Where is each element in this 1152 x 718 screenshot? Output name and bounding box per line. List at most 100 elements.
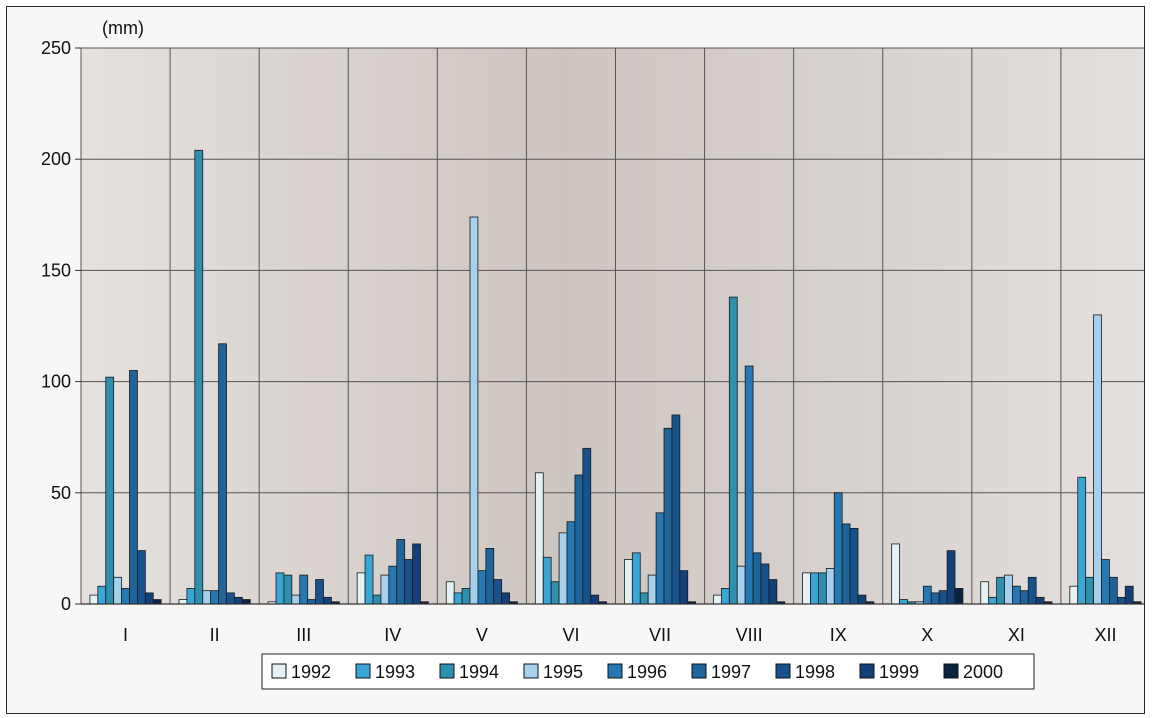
bar-1996-XII — [1101, 559, 1110, 605]
y-tick-label: 100 — [41, 372, 71, 392]
bar-1992-IV — [356, 572, 366, 605]
bar-1995-VII — [647, 574, 657, 605]
legend-swatch-1994 — [439, 663, 455, 679]
bar-1996-VII — [655, 512, 665, 605]
bar-1997-IX — [841, 523, 851, 605]
bar-1999-VI — [590, 594, 600, 605]
bar-1993-X — [899, 599, 908, 605]
bar-1995-IV — [380, 574, 390, 605]
bar-1996-VIII — [744, 365, 754, 605]
y-tick-label: 200 — [41, 149, 71, 169]
bar-1997-III — [307, 599, 316, 605]
bar-1999-VIII — [768, 579, 778, 605]
bar-1994-XI — [996, 576, 1005, 605]
bar-1993-I — [97, 585, 107, 605]
bar-1997-XI — [1019, 590, 1029, 605]
legend-swatch-1996 — [607, 663, 623, 679]
x-tick-label: V — [476, 625, 488, 645]
unit-label: (mm) — [102, 18, 144, 38]
bar-1998-VI — [582, 447, 592, 605]
bar-1994-VII — [639, 592, 649, 605]
bar-1999-X — [946, 550, 956, 605]
y-tick-label: 250 — [41, 38, 71, 58]
legend-swatch-1998 — [775, 663, 791, 679]
bar-1995-I — [113, 576, 122, 605]
bar-1998-X — [938, 590, 948, 605]
bar-1992-VI — [534, 472, 544, 605]
bar-1999-XII — [1124, 585, 1134, 605]
bar-1992-V — [445, 581, 455, 605]
bar-1996-IV — [388, 565, 398, 605]
bar-1999-II — [234, 596, 243, 605]
bar-1993-VII — [631, 552, 641, 605]
bar-1996-V — [477, 570, 487, 605]
bar-1999-XI — [1035, 596, 1045, 605]
legend-label-1996: 1996 — [627, 662, 667, 682]
bar-1997-XII — [1109, 576, 1118, 605]
bar-1993-XI — [988, 596, 997, 605]
bar-1993-VIII — [721, 588, 730, 605]
bar-1994-V — [461, 588, 471, 605]
bar-1994-I — [105, 376, 115, 605]
bar-1995-VI — [558, 532, 568, 605]
bar-1992-VIII — [713, 594, 722, 605]
bar-1997-VII — [663, 427, 673, 605]
bar-1994-IX — [818, 572, 827, 605]
bar-2000-X — [954, 588, 964, 605]
legend-swatch-1992 — [271, 663, 287, 679]
legend-label-1993: 1993 — [375, 662, 415, 682]
x-tick-label: II — [210, 625, 220, 645]
x-tick-label: I — [123, 625, 128, 645]
bar-1993-XII — [1077, 476, 1087, 605]
bar-1998-I — [137, 550, 146, 605]
bar-1996-VI — [566, 521, 576, 605]
bar-1993-IX — [810, 572, 819, 605]
bar-1999-I — [144, 592, 154, 605]
bar-1996-II — [210, 590, 219, 605]
bar-1999-VII — [679, 570, 689, 605]
bar-1996-X — [922, 585, 932, 605]
bar-1994-VI — [550, 581, 560, 605]
bar-1997-VIII — [752, 552, 762, 605]
bar-1993-IV — [364, 554, 374, 605]
x-tick-label: X — [921, 625, 933, 645]
bar-1994-VIII — [728, 296, 738, 605]
bar-2000-I — [152, 599, 162, 605]
bar-1996-XI — [1012, 585, 1021, 605]
bar-1997-IV — [396, 539, 406, 605]
bar-1994-XII — [1085, 576, 1094, 605]
bar-1994-III — [283, 574, 293, 605]
bar-1997-X — [930, 592, 940, 605]
x-tick-label: IV — [384, 625, 401, 645]
y-tick-label: 0 — [61, 594, 71, 614]
bar-1995-II — [202, 590, 212, 605]
bar-1995-V — [469, 216, 479, 605]
bar-1998-IV — [404, 559, 413, 605]
y-tick-label: 150 — [41, 260, 71, 280]
bar-1998-XII — [1116, 596, 1126, 605]
legend-swatch-1995 — [523, 663, 539, 679]
bar-1993-II — [186, 588, 196, 605]
x-tick-label: VII — [649, 625, 671, 645]
bar-1998-IX — [849, 527, 859, 605]
bar-1992-XII — [1069, 585, 1079, 605]
bar-1999-IX — [857, 594, 867, 605]
bar-1992-IX — [802, 572, 811, 605]
bar-1998-III — [315, 579, 324, 605]
bar-1995-XII — [1093, 314, 1102, 605]
bar-1995-III — [291, 594, 301, 605]
plot-area — [80, 47, 1151, 605]
bar-1994-IV — [372, 594, 382, 605]
legend-label-1994: 1994 — [459, 662, 499, 682]
legend-label-1995: 1995 — [543, 662, 583, 682]
bar-1994-II — [194, 149, 204, 605]
bar-1997-V — [485, 548, 495, 605]
bar-1993-III — [275, 572, 285, 605]
x-tick-label: IX — [830, 625, 847, 645]
legend-label-1992: 1992 — [291, 662, 331, 682]
legend-swatch-1999 — [859, 663, 875, 679]
x-tick-label: XII — [1094, 625, 1116, 645]
bar-1995-IX — [825, 568, 835, 605]
bar-1993-VI — [542, 556, 552, 605]
